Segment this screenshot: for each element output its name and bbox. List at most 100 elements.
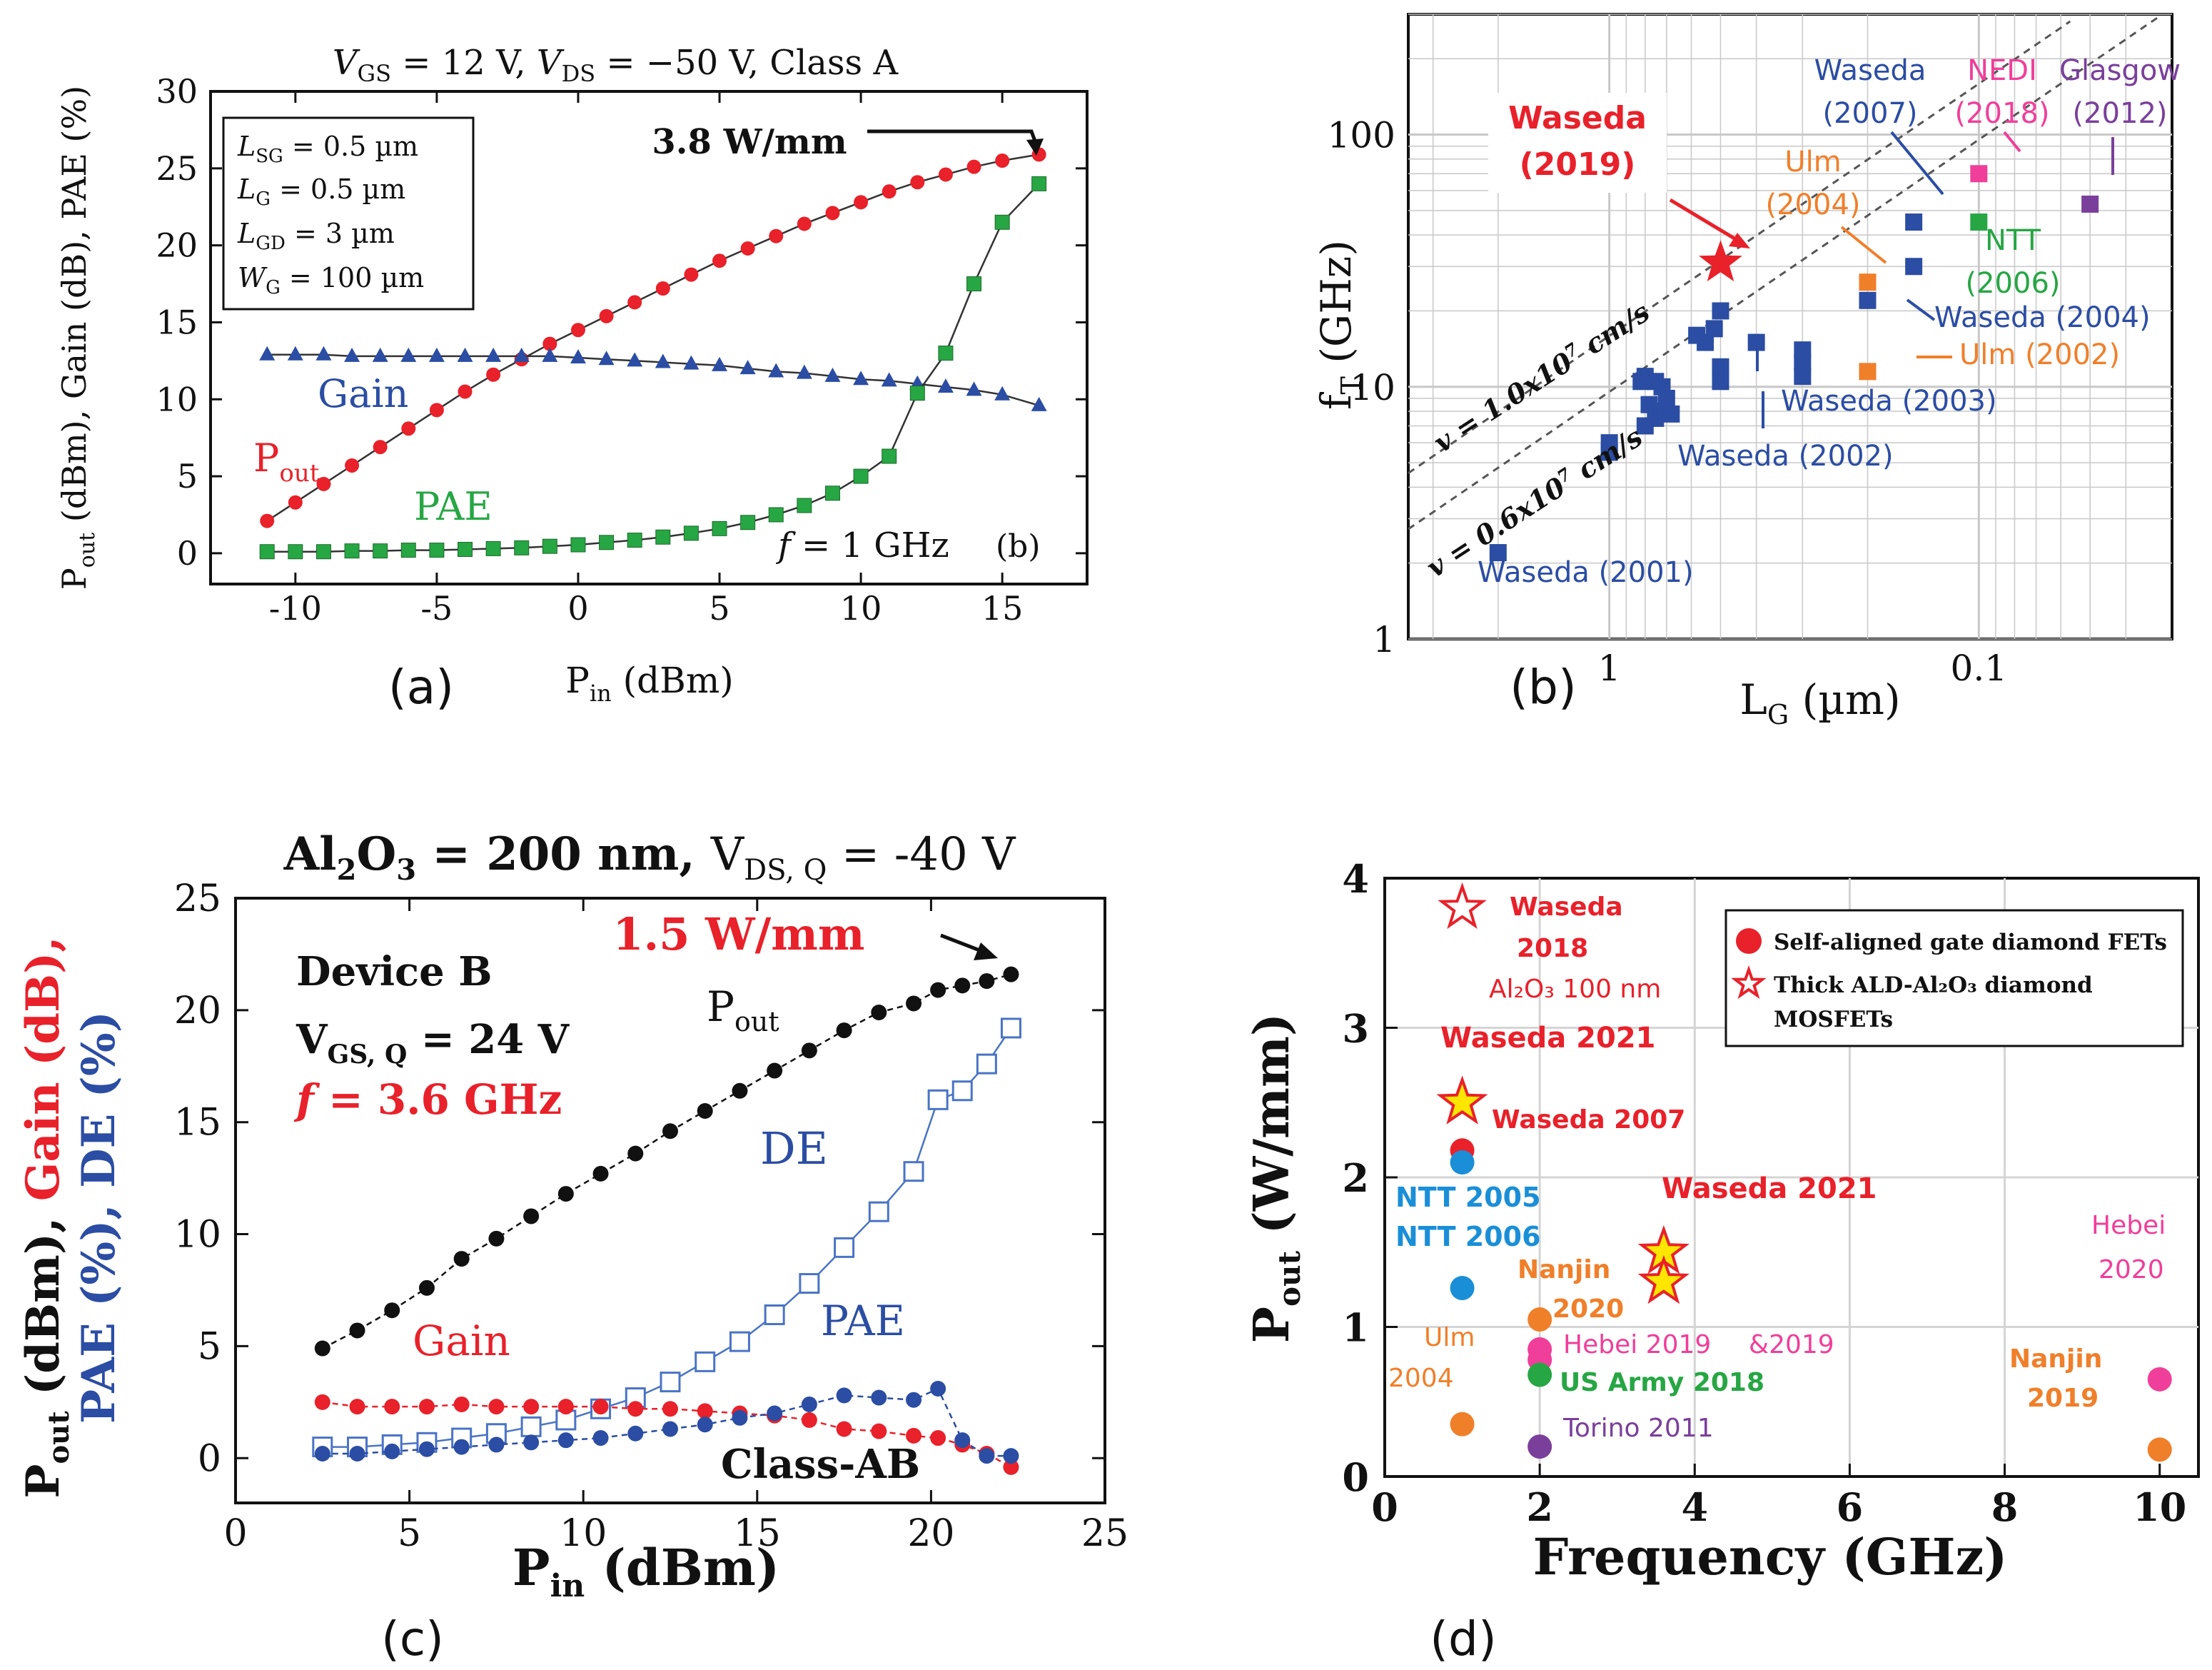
b-point-waseda [1662, 405, 1680, 423]
label-ulm2004-year: 2004 [1388, 1364, 1454, 1393]
panel-c-annotation-arrowhead [974, 942, 998, 960]
label-al2o3: Al₂O₃ 100 nm [1489, 975, 1661, 1004]
a-point-pout [260, 513, 275, 528]
panel-d-ylabel: Pout (W/mm) [1243, 1013, 1307, 1343]
a-point-pae [740, 515, 756, 530]
arrow-nedi [2003, 131, 2021, 153]
c-point-de [834, 1237, 855, 1258]
a-point-pae [853, 468, 869, 484]
legend-entry-2: Thick ALD-Al₂O₃ diamond [1774, 972, 2093, 998]
c-point-gain [871, 1423, 887, 1439]
c-point-gain [930, 1430, 946, 1447]
b-velocity-line-2 [1408, 15, 2161, 530]
c-point-gain [1003, 1459, 1019, 1475]
a-point-pae [683, 525, 699, 541]
a-point-gain [881, 372, 897, 387]
c-point-gain [697, 1403, 713, 1419]
d-point-circle [2147, 1437, 2172, 1462]
c-point-pae [767, 1405, 783, 1422]
c-point-pae [979, 1448, 995, 1464]
panel-c-device: Device B [296, 948, 493, 995]
panel-c-ylabel-2: PAE (%), DE (%) [72, 1011, 126, 1424]
c-point-pout [732, 1082, 748, 1099]
label-waseda2019: Waseda [1508, 100, 1647, 136]
c-xtick-label: 20 [907, 1512, 954, 1555]
a-point-pout [458, 384, 473, 399]
a-ytick-label: 0 [177, 534, 198, 573]
a-point-gain [315, 346, 332, 361]
a-point-gain [287, 346, 303, 361]
b-point-waseda [1712, 302, 1729, 320]
b-point-waseda [1905, 258, 1923, 276]
a-point-pae [882, 448, 897, 464]
panel-a-annotation: 3.8 W/mm [652, 122, 847, 162]
a-point-pae [400, 543, 416, 558]
c-point-de [695, 1351, 716, 1372]
c-xtick-label: 10 [560, 1512, 607, 1555]
d-xtick-label: 4 [1681, 1484, 1708, 1530]
b-point-waseda [1653, 378, 1671, 396]
panel-b-grid [1408, 14, 2172, 640]
panel-c-ylabel-1: Pout (dBm), Gain (dB), [16, 936, 76, 1498]
b-ytick-label: 1 [1373, 619, 1395, 660]
c-point-gain [349, 1399, 365, 1415]
b-xtick-label: 0.1 [1951, 648, 2008, 689]
arrow-waseda2004 [1906, 298, 1936, 321]
panel-d: 0 2 4 6 8 10 0 1 2 3 4 Self-aligned gate diamond F… [1243, 856, 2200, 1666]
d-xtick-label: 0 [1371, 1484, 1398, 1530]
c-point-gain [557, 1399, 574, 1415]
a-point-gain [570, 349, 586, 364]
a-point-gain [683, 355, 700, 370]
a-point-pout [429, 403, 444, 418]
a-point-pae [429, 543, 445, 558]
a-point-gain [485, 347, 502, 362]
b-point-ntt [1970, 213, 1988, 231]
c-xtick-label: 0 [223, 1512, 247, 1555]
a-point-gain [853, 371, 869, 386]
label-pae-c: PAE [821, 1297, 905, 1345]
c-line-pae [322, 1387, 1011, 1457]
c-point-pout [697, 1103, 713, 1120]
d-point-circle [1527, 1434, 1552, 1459]
c-point-pout [871, 1004, 887, 1020]
c-point-gain [801, 1412, 817, 1428]
c-point-pout [557, 1186, 574, 1202]
d-point-circle [1527, 1307, 1552, 1332]
a-point-pout [655, 281, 670, 296]
b-star-waseda2019 [1699, 240, 1742, 282]
a-point-pout [316, 476, 331, 491]
d-xtick-label: 8 [1991, 1484, 2019, 1530]
label-glasgow-year: (2012) [2072, 97, 2167, 130]
label-waseda2004: Waseda (2004) [1934, 301, 2151, 334]
d-point-filled-star [1436, 1075, 1488, 1125]
label-nedi-year: (2018) [1954, 97, 2049, 130]
d-point-circle [1450, 1412, 1475, 1437]
panel-c-vgs: VGS, Q = 24 V [296, 1016, 570, 1070]
a-point-pout [570, 323, 585, 338]
c-point-pout [453, 1251, 470, 1267]
a-point-gain [824, 367, 841, 382]
panel-a-xlabel: Pin (dBm) [565, 660, 734, 707]
c-point-pout [523, 1208, 540, 1224]
c-point-pae [906, 1392, 922, 1408]
panel-a-freq-note: f = 1 GHz [776, 525, 949, 565]
label-waseda2018: Waseda [1510, 892, 1623, 922]
c-point-pae [557, 1432, 574, 1449]
c-point-pout [627, 1145, 644, 1162]
panel-b-ylabel: fT (GHz) [1312, 240, 1367, 410]
label-hebei2019: Hebei 2019 [1563, 1330, 1711, 1359]
c-point-gain [906, 1427, 922, 1444]
c-point-gain [627, 1401, 644, 1417]
label-usarmy: US Army 2018 [1560, 1368, 1764, 1397]
label-waseda2001: Waseda (2001) [1478, 556, 1694, 589]
label-waseda2003: Waseda (2003) [1781, 385, 1997, 418]
b-point-waseda [1794, 341, 1812, 359]
panel-a-annotation-arrowhead [1026, 139, 1044, 156]
panel-b-points [1489, 165, 2099, 562]
c-line-pout [322, 973, 1011, 1349]
a-line-pout [266, 154, 1039, 522]
a-point-pae [485, 540, 501, 556]
a-point-gain [457, 347, 473, 362]
c-point-pout [767, 1062, 783, 1079]
